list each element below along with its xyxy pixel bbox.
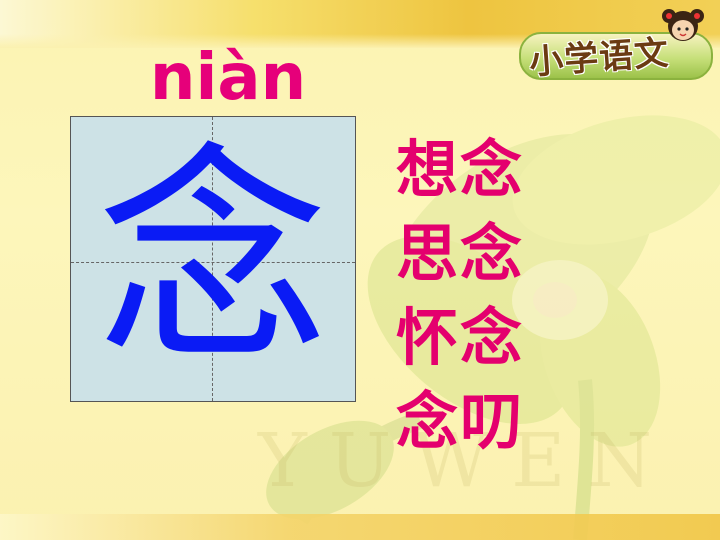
- subject-logo: 小学语文: [515, 6, 713, 83]
- character-practice-grid: 念: [70, 116, 356, 402]
- pinyin-label: niàn: [149, 41, 307, 115]
- main-character: 念: [96, 124, 329, 394]
- word-item: 怀念: [396, 301, 525, 374]
- word-item: 思念: [396, 217, 525, 290]
- grid-horizontal-guide: [71, 262, 355, 263]
- bottom-decorative-band: [0, 514, 720, 540]
- logo-text: 小学语文: [528, 33, 671, 83]
- word-list: 想念 思念 怀念 念叨: [396, 128, 546, 464]
- word-item: 想念: [396, 133, 525, 206]
- grid-vertical-guide: [212, 117, 213, 401]
- word-item: 念叨: [396, 385, 525, 458]
- yuwen-watermark: YUWEN: [258, 418, 675, 504]
- cartoon-girl-icon: [662, 9, 704, 41]
